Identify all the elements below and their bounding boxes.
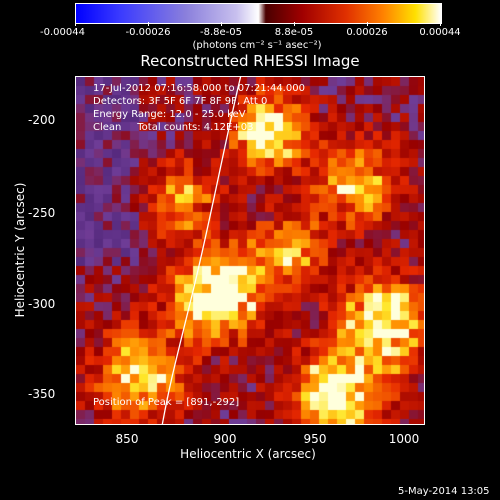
y-tick-label: -250 <box>28 206 56 220</box>
colorbar-tick <box>367 22 368 26</box>
colorbar <box>75 3 442 24</box>
y-axis-label: Heliocentric Y (arcsec) <box>13 182 27 318</box>
peak-position-text: Position of Peak = [891,-292] <box>93 397 240 408</box>
colorbar-unit: (photons cm⁻² s⁻¹ asec⁻²) <box>192 40 322 51</box>
colorbar-tick <box>440 22 441 26</box>
colorbar-tick <box>148 22 149 26</box>
y-tick-label: -200 <box>28 113 56 127</box>
colorbar-tick <box>294 22 295 26</box>
hxr-image-panel <box>75 76 425 425</box>
colorbar-label: -0.00026 <box>125 27 171 38</box>
x-tick-label: 850 <box>115 432 139 446</box>
limb-line <box>161 77 242 424</box>
energy-range-text: Energy Range: 12.0 - 25.0 keV <box>93 109 246 120</box>
x-axis-label: Heliocentric X (arcsec) <box>180 447 316 461</box>
y-tick-label: -300 <box>28 297 56 311</box>
colorbar-label: 8.8e-05 <box>274 27 314 38</box>
x-tick-label: 1000 <box>388 432 420 446</box>
colorbar-label: -8.8e-05 <box>200 27 242 38</box>
x-tick-label: 900 <box>213 432 237 446</box>
image-title: Reconstructed RHESSI Image <box>140 52 360 70</box>
colorbar-label: 0.00026 <box>346 27 388 38</box>
colorbar-label: -0.00044 <box>40 27 85 38</box>
time-range-text: 17-Jul-2012 07:16:58.000 to 07:21:44.000 <box>93 83 305 94</box>
y-tick-label: -350 <box>28 387 56 401</box>
colorbar-label: 0.00044 <box>419 27 461 38</box>
colorbar-tick <box>75 22 76 26</box>
x-tick-label: 950 <box>303 432 327 446</box>
date-stamp: 5-May-2014 13:05 <box>398 486 490 497</box>
detectors-text: Detectors: 3F 5F 6F 7F 8F 9F, Att 0 <box>93 96 268 107</box>
colorbar-tick <box>221 22 222 26</box>
clean-counts-text: Clean Total counts: 4.12E+03 <box>93 122 254 133</box>
hxr-image <box>76 77 424 424</box>
